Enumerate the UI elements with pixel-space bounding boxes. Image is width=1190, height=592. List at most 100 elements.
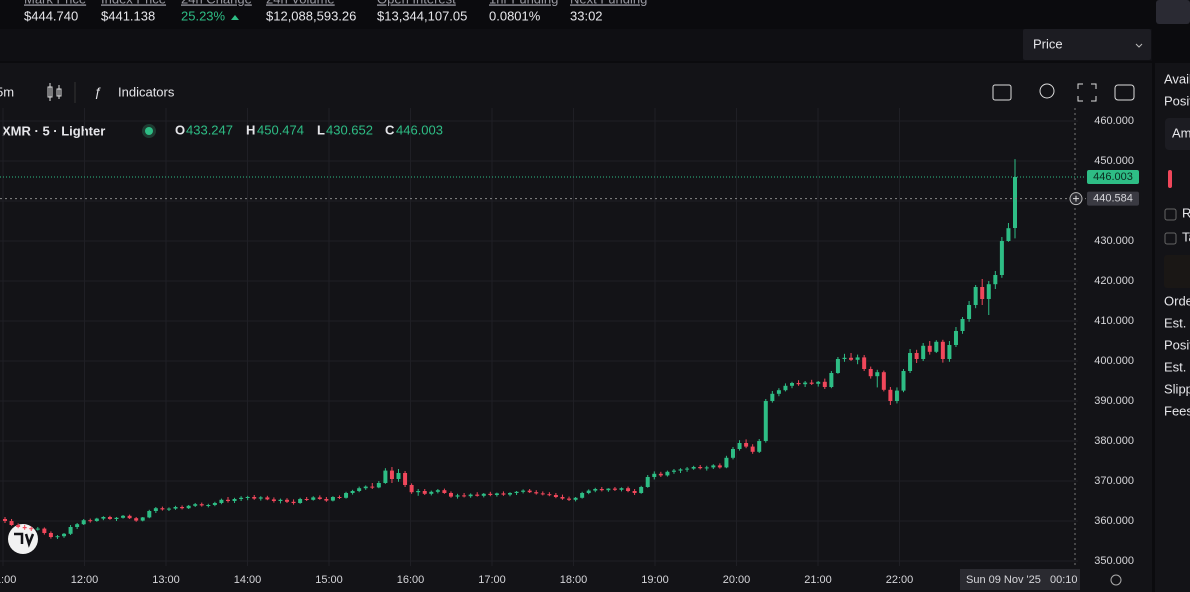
candle-body	[953, 331, 958, 345]
side-label: Est. l	[1164, 359, 1190, 374]
candle-body	[586, 490, 591, 493]
candle-body	[960, 319, 965, 331]
candle-body	[389, 470, 394, 479]
candle-body	[927, 345, 932, 352]
candle-body	[737, 443, 742, 449]
candle-body	[311, 497, 316, 500]
slider-handle[interactable]	[1168, 170, 1172, 188]
crosshair-time: Sun 09 Nov '25	[966, 574, 1041, 586]
candle-body	[344, 493, 349, 498]
stat-label: Mark Price	[24, 0, 86, 6]
candle-body	[645, 477, 650, 487]
y-tick-label: 460.000	[1094, 115, 1134, 127]
candle-body	[580, 493, 585, 498]
ohlc-label: H	[246, 122, 255, 137]
candle-body	[298, 499, 303, 503]
checkbox[interactable]	[1164, 232, 1177, 245]
side-panel	[1155, 63, 1190, 592]
candle-body	[750, 446, 755, 452]
x-tick-label: 22:00	[886, 574, 914, 586]
candle-body	[671, 470, 676, 472]
candle-body	[855, 357, 860, 360]
y-tick-label: 380.000	[1094, 435, 1134, 447]
fx-icon: ƒ	[94, 84, 101, 99]
candle-body	[822, 381, 827, 387]
candle-body	[875, 372, 880, 377]
chart-panel	[0, 63, 1152, 592]
candle-body	[993, 275, 998, 285]
candle-body	[9, 521, 14, 525]
amount-box[interactable]	[1165, 118, 1190, 150]
stat-value: $13,344,107.05	[377, 8, 467, 23]
indicators-button[interactable]: Indicators	[118, 84, 175, 99]
price-select[interactable]	[1023, 29, 1151, 60]
stat-value: 25.23%	[181, 8, 226, 23]
candle-body	[632, 491, 637, 493]
candle-body	[606, 488, 611, 491]
candle-body	[940, 341, 945, 359]
candle-body	[527, 490, 532, 493]
candle-body	[999, 241, 1004, 275]
candle-body	[101, 517, 106, 519]
candle-body	[324, 499, 329, 501]
candle-body	[396, 473, 401, 479]
candle-body	[934, 341, 939, 352]
candle-body	[835, 359, 840, 373]
fullscreen-icon[interactable]	[1077, 83, 1097, 102]
stat-label: 24h Volume	[266, 0, 335, 6]
candle-body	[612, 488, 617, 490]
candle-body	[127, 515, 132, 519]
interval[interactable]: 5m	[0, 84, 14, 99]
candle-body	[291, 501, 296, 503]
candle-body	[357, 488, 362, 491]
candle-body	[803, 382, 808, 385]
candle-body	[494, 493, 499, 495]
candle-body	[816, 381, 821, 384]
candle-body	[68, 527, 73, 534]
candle-body	[330, 497, 335, 501]
x-tick-label: 13:00	[152, 574, 180, 586]
settings-icon[interactable]	[1110, 574, 1122, 586]
status-dot	[145, 127, 153, 135]
candle-body	[383, 470, 388, 483]
candle-body	[285, 499, 290, 502]
candle-body	[967, 305, 972, 319]
side-label: Orde	[1164, 293, 1190, 308]
candle-body	[783, 385, 788, 391]
ohlc-label: L	[317, 122, 325, 137]
x-tick-label: 14:00	[234, 574, 262, 586]
candle-body	[862, 357, 867, 369]
candle-body	[462, 495, 467, 497]
candle-body	[225, 499, 230, 501]
candle-body	[1006, 228, 1011, 241]
submit-button[interactable]	[1164, 255, 1190, 288]
candle-body	[475, 494, 480, 496]
stat-value: $441.138	[101, 8, 155, 23]
candle-body	[370, 486, 375, 488]
candle-body	[744, 443, 749, 447]
candle-body	[16, 525, 21, 527]
candle-body	[908, 353, 913, 371]
layout-icon[interactable]	[992, 84, 1012, 101]
x-tick-label: 19:00	[641, 574, 669, 586]
candle-icon[interactable]	[47, 83, 62, 101]
candle-body	[363, 486, 368, 489]
candle-body	[239, 497, 244, 499]
candle-body	[685, 468, 690, 470]
side-label: Ta	[1182, 229, 1190, 244]
checkbox[interactable]	[1164, 208, 1177, 221]
price-select-label: Price	[1033, 36, 1063, 51]
candle-body	[947, 345, 952, 359]
candle-body	[107, 517, 112, 519]
candle-body	[573, 497, 578, 500]
top-button[interactable]	[1156, 0, 1190, 24]
stat-label: Open Interest	[377, 0, 456, 6]
candle-body	[534, 492, 539, 494]
side-label: Avail	[1164, 71, 1190, 86]
zoom-icon[interactable]	[1039, 83, 1055, 99]
stat-label: Next Funding	[570, 0, 647, 6]
candle-body	[317, 497, 322, 499]
candle-body	[114, 517, 119, 519]
camera-icon[interactable]	[1114, 84, 1135, 101]
